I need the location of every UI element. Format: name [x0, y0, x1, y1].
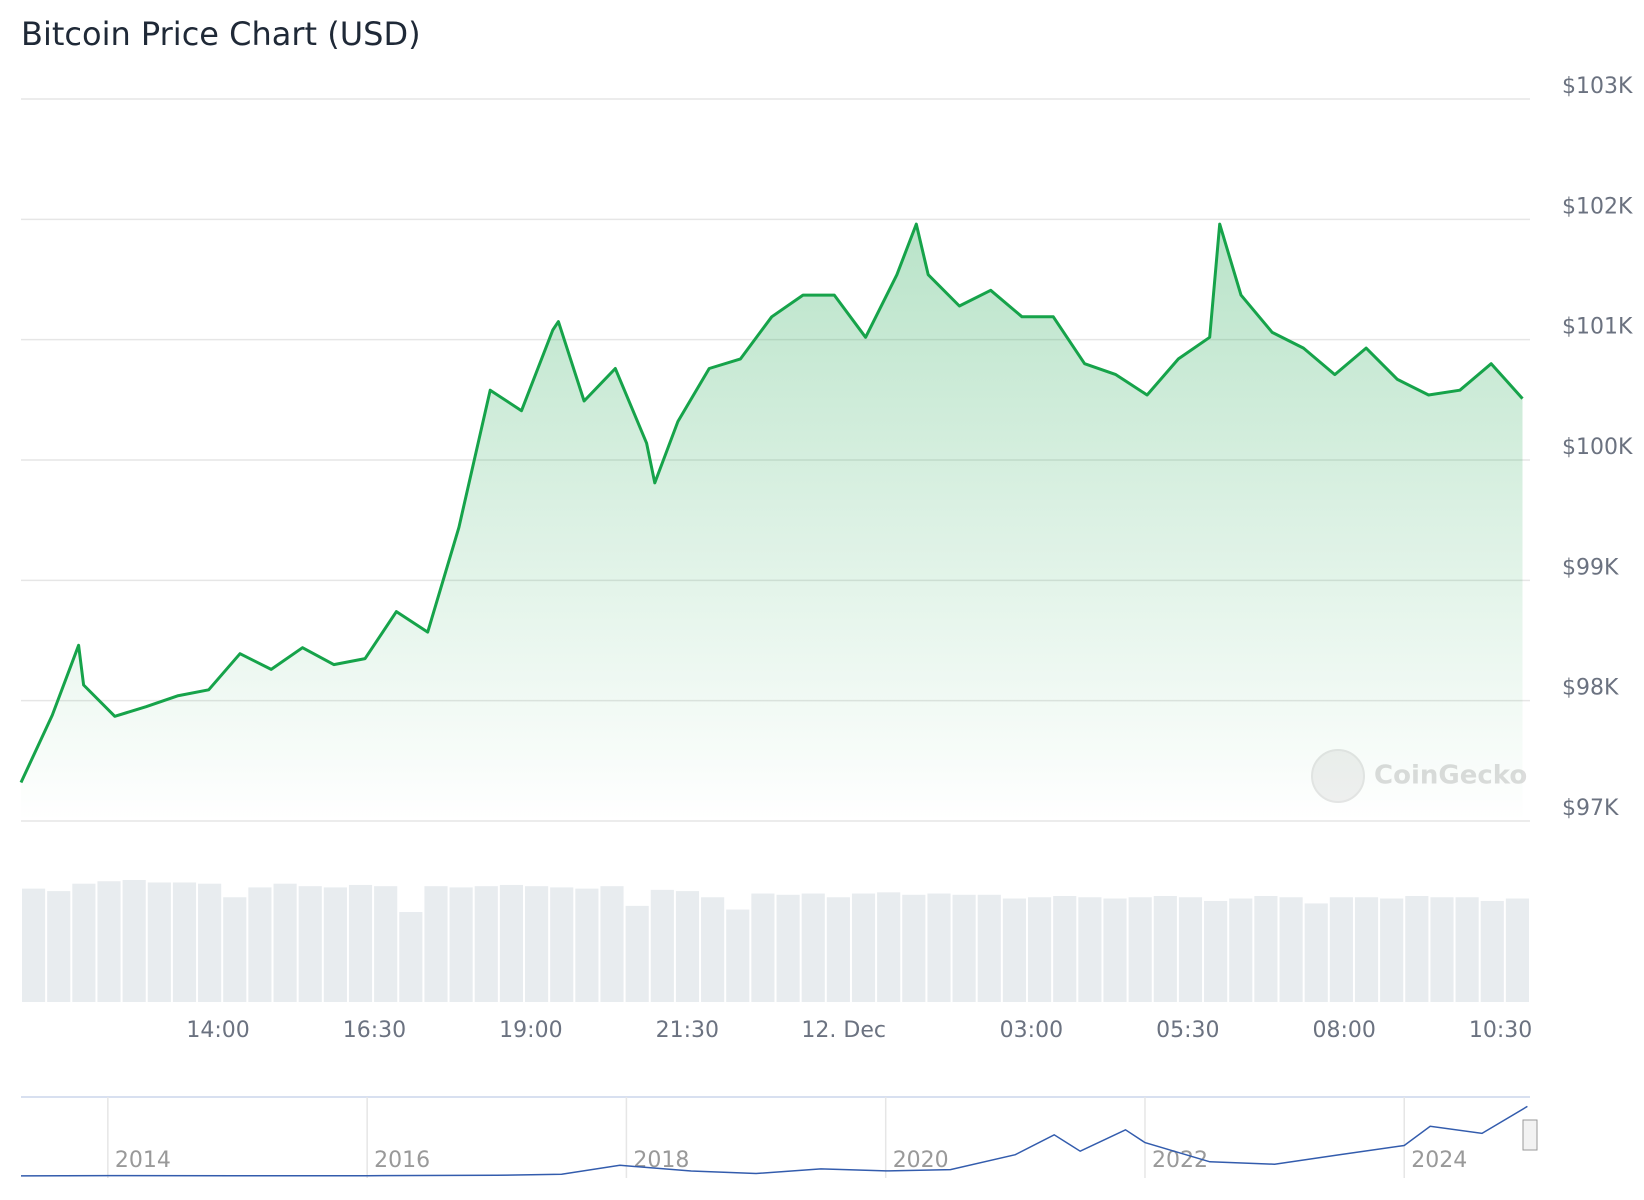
volume-bar — [223, 897, 247, 1002]
volume-bar — [575, 888, 599, 1002]
volume-bar — [550, 887, 574, 1002]
volume-bar — [650, 889, 674, 1002]
volume-bar — [801, 893, 825, 1002]
navigator-handle[interactable] — [1522, 1119, 1538, 1151]
x-tick-label: 14:00 — [186, 1018, 249, 1043]
x-tick-label: 19:00 — [499, 1018, 562, 1043]
volume-bar — [1002, 898, 1026, 1002]
x-tick-label: 03:00 — [1000, 1018, 1063, 1043]
y-tick-label: $100K — [1562, 435, 1633, 460]
volume-bar — [675, 891, 700, 1002]
volume-bar — [525, 886, 549, 1002]
volume-bar — [97, 881, 121, 1002]
volume-bar — [1254, 896, 1278, 1002]
volume-bar — [625, 905, 649, 1002]
volume-bar — [1053, 896, 1077, 1002]
volume-bar — [248, 887, 272, 1002]
volume-bar — [1178, 897, 1203, 1002]
price-line — [19, 222, 1524, 784]
price-area — [21, 224, 1523, 822]
volume-bar — [198, 883, 222, 1002]
volume-bar — [172, 882, 197, 1002]
volume-bar — [122, 880, 146, 1002]
x-tick-label: 16:30 — [343, 1018, 406, 1043]
volume-bar — [1304, 903, 1328, 1002]
volume-bar — [1028, 897, 1052, 1002]
y-tick-label: $101K — [1562, 315, 1633, 340]
volume-bar — [399, 912, 423, 1002]
volume-bar — [1229, 898, 1253, 1002]
volume-bar — [499, 884, 523, 1002]
volume-bar — [449, 887, 473, 1002]
volume-bar — [776, 894, 800, 1002]
volume-bar — [323, 887, 347, 1002]
volume-bar — [273, 883, 297, 1002]
volume-bar — [374, 886, 398, 1002]
volume-bar — [1505, 898, 1529, 1002]
y-tick-label: $98K — [1562, 676, 1619, 701]
navigator-tick-label: 2024 — [1411, 1148, 1467, 1173]
volume-bar — [726, 909, 750, 1002]
volume-bar — [1405, 896, 1429, 1002]
x-tick-label: 12. Dec — [801, 1018, 886, 1043]
x-tick-label: 05:30 — [1156, 1018, 1219, 1043]
volume-bar — [1380, 898, 1404, 1002]
volume-bar — [47, 891, 71, 1002]
volume-bar — [147, 882, 171, 1002]
chart-title: Bitcoin Price Chart (USD) — [21, 15, 421, 53]
volume-bar — [851, 893, 876, 1002]
volume-bar — [751, 893, 775, 1002]
volume-bar — [1204, 900, 1228, 1002]
y-tick-label: $102K — [1562, 194, 1633, 219]
navigator-line — [20, 1105, 1528, 1177]
volume-bar — [1279, 897, 1303, 1002]
volume-bar — [1128, 897, 1152, 1002]
volume-bar — [600, 886, 624, 1002]
volume-bar — [1354, 897, 1379, 1002]
volume-bar — [474, 886, 498, 1002]
volume-bar — [877, 892, 901, 1002]
volume-bar — [701, 897, 725, 1002]
volume-bar — [1430, 897, 1454, 1002]
volume-bar — [1455, 897, 1479, 1002]
y-tick-label: $97K — [1562, 796, 1619, 821]
x-tick-label: 21:30 — [656, 1018, 719, 1043]
x-tick-label: 10:30 — [1469, 1018, 1532, 1043]
y-tick-label: $103K — [1562, 74, 1633, 99]
y-tick-label: $99K — [1562, 555, 1619, 580]
volume-bar — [977, 894, 1001, 1002]
navigator-tick-label: 2020 — [893, 1148, 949, 1173]
volume-bar — [424, 886, 448, 1002]
volume-bar — [1480, 900, 1504, 1002]
volume-bar — [1329, 897, 1353, 1002]
x-tick-label: 08:00 — [1312, 1018, 1375, 1043]
volume-bar — [72, 883, 96, 1002]
volume-bar — [22, 888, 46, 1002]
volume-bar — [348, 884, 373, 1002]
volume-bar — [1078, 897, 1102, 1002]
volume-bar — [826, 897, 850, 1002]
navigator-tick-label: 2016 — [374, 1148, 430, 1173]
volume-bar — [298, 886, 322, 1002]
volume-bar — [1153, 896, 1177, 1002]
volume-bar — [927, 893, 951, 1002]
navigator-tick-label: 2014 — [115, 1148, 171, 1173]
volume-bar — [902, 894, 926, 1002]
navigator-tick-label: 2022 — [1152, 1148, 1208, 1173]
volume-bar — [952, 894, 976, 1002]
volume-bar — [1103, 898, 1127, 1002]
